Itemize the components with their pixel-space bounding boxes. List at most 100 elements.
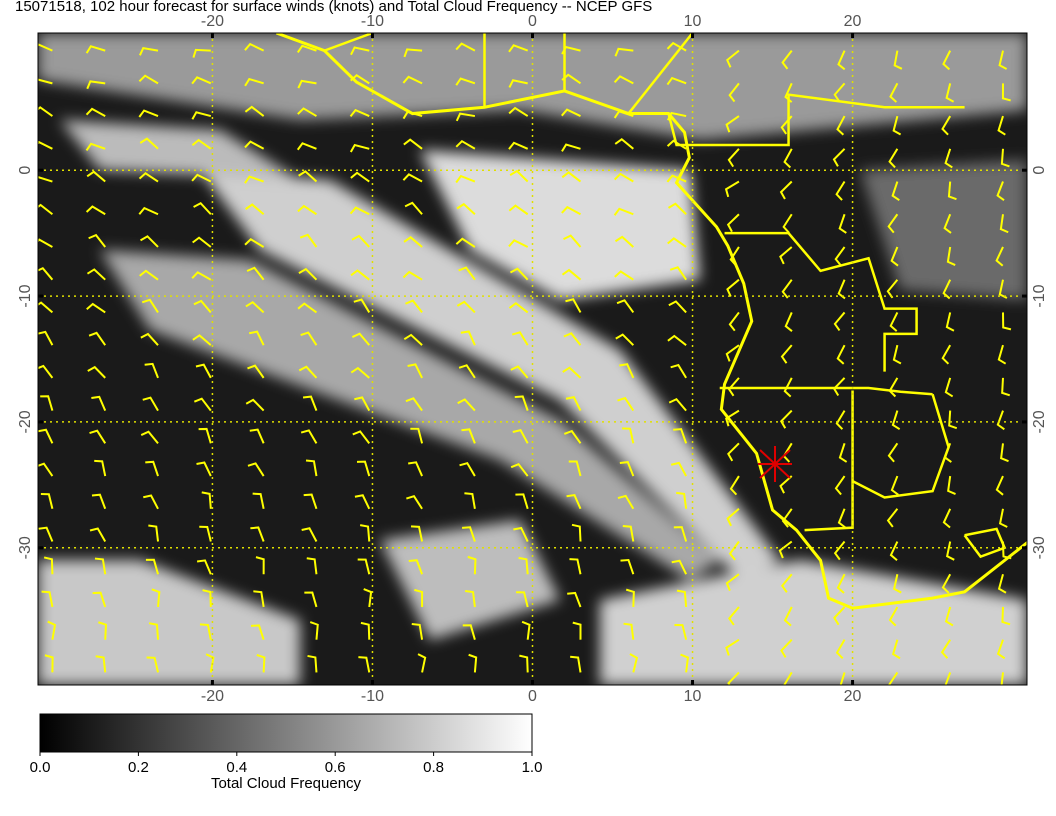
wind-barb	[354, 396, 371, 412]
wind-barb	[38, 428, 54, 444]
wind-barb	[296, 142, 317, 151]
wind-barb	[780, 638, 793, 658]
wind-barb	[352, 430, 371, 444]
wind-barb	[508, 204, 529, 216]
wind-barb	[941, 573, 952, 594]
wind-barb	[1000, 443, 1009, 463]
wind-barb	[38, 203, 54, 216]
wind-barb	[613, 172, 634, 183]
wind-barb	[303, 493, 318, 510]
wind-barb	[94, 459, 107, 477]
wind-barb	[728, 82, 740, 103]
wind-barb	[945, 541, 955, 561]
wind-barb	[613, 75, 634, 85]
wind-barb	[455, 174, 476, 184]
wind-barb	[349, 108, 370, 117]
wind-barb	[191, 76, 212, 85]
wind-barb	[617, 396, 635, 412]
wind-barb	[670, 461, 688, 477]
wind-barb	[565, 396, 582, 412]
wind-barb	[297, 79, 317, 89]
wind-barb	[350, 46, 370, 56]
wind-barb	[513, 526, 529, 542]
wind-barb	[619, 363, 635, 379]
wind-barb	[351, 234, 371, 248]
wind-barb	[566, 493, 582, 510]
wind-barb	[191, 111, 212, 120]
wind-barb	[250, 526, 265, 542]
wind-barb	[88, 233, 107, 248]
wind-barb	[138, 46, 159, 56]
wind-barb	[997, 115, 1006, 136]
wind-barb	[729, 475, 740, 496]
wind-barb	[407, 363, 423, 379]
x-tick-label-top: 0	[528, 13, 537, 30]
wind-barb	[91, 395, 107, 412]
wind-barb	[784, 312, 793, 332]
wind-barb	[891, 410, 901, 431]
colorbar-tick-label: 1.0	[522, 759, 543, 776]
wind-barb	[144, 362, 159, 379]
wind-barb	[297, 107, 317, 117]
wind-barb	[402, 75, 423, 85]
wind-barb	[191, 138, 212, 150]
wind-barb	[44, 654, 54, 673]
wind-barb	[838, 213, 847, 234]
wind-barb	[673, 428, 688, 444]
wind-barb	[509, 169, 529, 183]
wind-barb	[307, 654, 318, 673]
wind-barb	[300, 331, 318, 346]
wind-barb	[508, 301, 529, 314]
wind-barb	[192, 334, 212, 346]
colorbar-label: Total Cloud Frequency	[211, 775, 362, 792]
wind-barb	[888, 148, 899, 169]
wind-barb	[569, 558, 582, 575]
wind-barb	[666, 174, 687, 183]
wind-barb	[889, 82, 899, 103]
wind-barb	[887, 213, 899, 234]
wind-barb	[86, 170, 106, 183]
wind-barb	[945, 83, 955, 103]
wind-barb	[300, 429, 318, 444]
border	[719, 386, 933, 396]
wind-barb	[676, 589, 688, 608]
wind-barb	[833, 82, 846, 102]
wind-barb	[781, 50, 793, 70]
wind-barb	[252, 492, 265, 509]
wind-barb	[727, 671, 740, 685]
wind-barb	[725, 638, 740, 656]
wind-barb	[89, 429, 107, 444]
wind-barb	[408, 461, 423, 477]
wind-barb	[837, 50, 846, 71]
wind-barb	[887, 442, 899, 463]
wind-barb	[309, 621, 319, 640]
wind-barb	[244, 175, 264, 184]
wind-barb	[1001, 377, 1011, 397]
wind-barb	[727, 148, 740, 168]
wind-barb	[784, 82, 793, 103]
wind-barb	[205, 653, 215, 673]
wind-barb	[245, 300, 265, 314]
wind-barb	[456, 300, 476, 314]
wind-barb	[457, 398, 476, 412]
wind-barb	[298, 170, 318, 183]
wind-barb	[998, 50, 1008, 70]
wind-barb	[402, 270, 423, 281]
wind-barb	[947, 475, 956, 495]
wind-barb	[143, 494, 159, 510]
wind-barb	[561, 205, 581, 216]
wind-barb	[138, 109, 159, 118]
wind-barb	[38, 238, 53, 248]
wind-barb	[832, 148, 846, 167]
wind-barb	[680, 653, 690, 673]
wind-barb	[456, 202, 476, 215]
wind-barb	[146, 656, 159, 673]
wind-barb	[305, 459, 318, 477]
wind-barb	[629, 653, 639, 673]
wind-barb	[562, 366, 582, 379]
wind-barb	[999, 214, 1009, 234]
wind-barb	[511, 331, 529, 346]
border	[724, 231, 918, 372]
wind-barb	[571, 523, 582, 542]
wind-barb	[833, 540, 846, 561]
